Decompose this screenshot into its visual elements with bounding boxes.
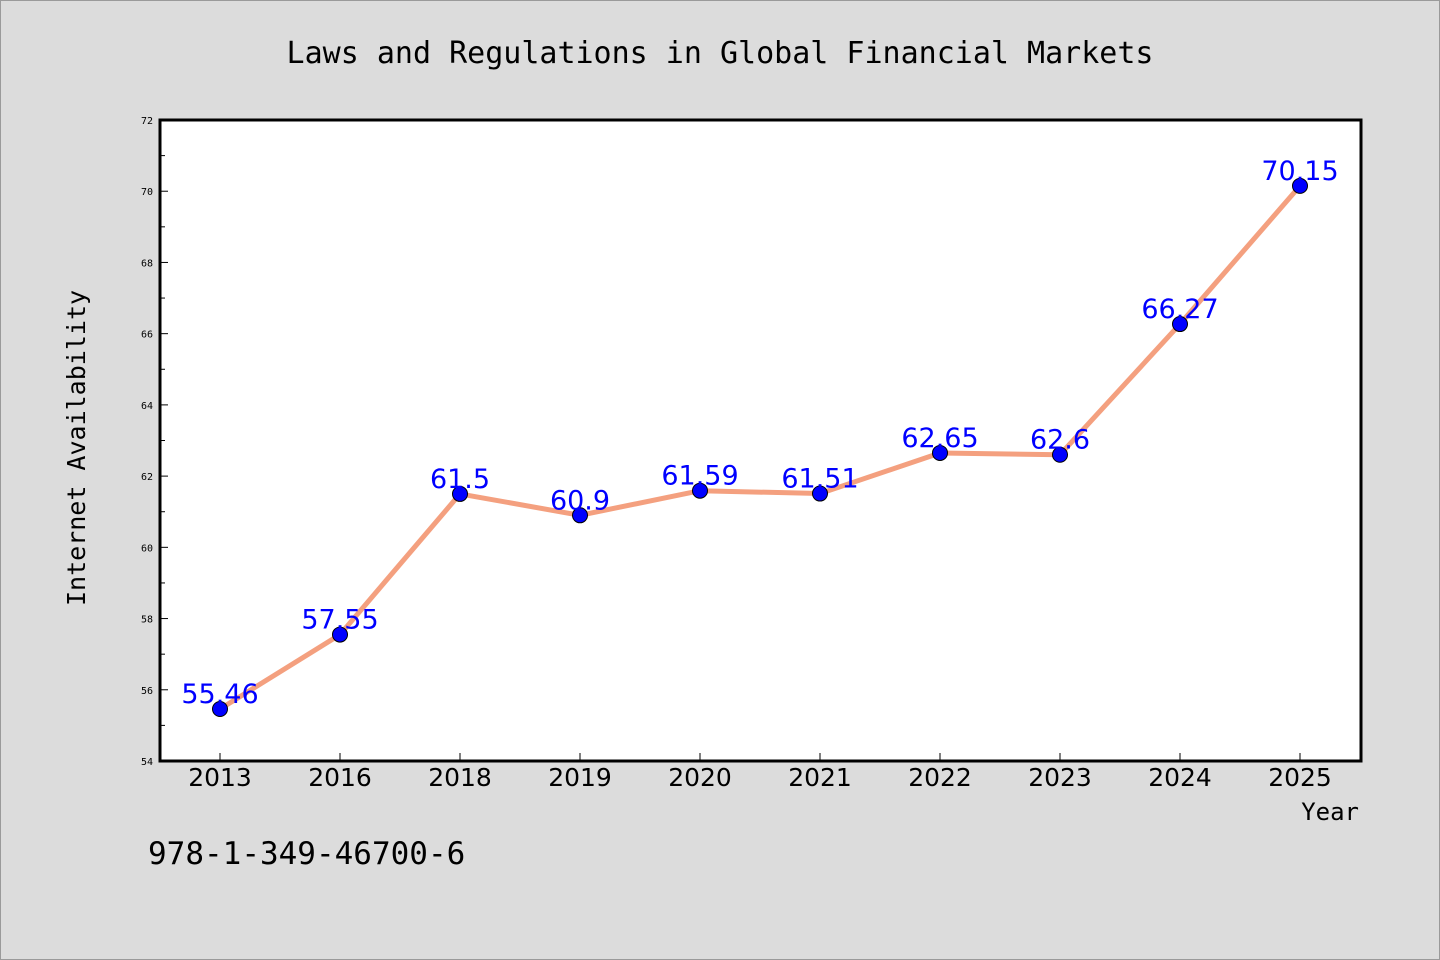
y-axis-ticks: 54 56 58 60 62 64 66 68 70 72 xyxy=(141,116,168,768)
data-point xyxy=(332,626,348,643)
y-tick-label: 62 xyxy=(141,472,153,483)
data-label: 61.51 xyxy=(781,464,858,495)
x-tick-label: 2021 xyxy=(788,763,852,792)
series-line xyxy=(217,183,1303,712)
y-tick-label: 54 xyxy=(141,757,153,768)
x-tick-label: 2016 xyxy=(308,763,372,792)
y-tick-label: 72 xyxy=(141,116,153,127)
y-tick-label: 70 xyxy=(141,187,153,198)
x-tick-label: 2023 xyxy=(1028,763,1092,792)
data-label: 62.6 xyxy=(1030,425,1090,456)
y-tick-label: 66 xyxy=(141,330,153,341)
y-axis-label: Internet Availability xyxy=(62,290,91,606)
x-tick-label: 2022 xyxy=(908,763,972,792)
x-tick-label: 2025 xyxy=(1268,763,1332,792)
x-tick-label: 2020 xyxy=(668,763,732,792)
y-tick-label: 68 xyxy=(141,258,153,269)
data-label: 61.5 xyxy=(430,464,490,495)
data-point xyxy=(212,701,228,718)
data-label: 62.65 xyxy=(901,423,978,454)
chart-title: Laws and Regulations in Global Financial… xyxy=(287,36,1154,71)
x-axis-label: Year xyxy=(1301,798,1359,826)
data-point xyxy=(812,485,828,502)
data-label: 70.15 xyxy=(1261,156,1338,187)
data-point xyxy=(932,444,948,461)
x-tick-label: 2013 xyxy=(188,763,252,792)
plot-area xyxy=(158,118,1363,763)
data-point xyxy=(1052,446,1068,463)
data-label: 55.46 xyxy=(181,679,258,710)
x-axis-ticks: 2013 2016 2018 2019 2020 2021 2022 2023 2024 2025 xyxy=(188,753,1332,792)
data-point xyxy=(1292,177,1308,194)
data-label: 66.27 xyxy=(1141,294,1218,325)
data-point xyxy=(572,507,588,524)
data-point xyxy=(1172,316,1188,333)
data-labels: 55.46 57.55 61.5 60.9 61.59 61.51 62.65 62.6 66.… xyxy=(181,156,1338,710)
y-tick-label: 60 xyxy=(141,543,153,554)
isbn-annotation: 978-1-349-46700-6 xyxy=(148,836,465,872)
data-label: 60.9 xyxy=(550,485,610,516)
x-tick-label: 2024 xyxy=(1148,763,1212,792)
y-tick-label: 58 xyxy=(141,615,153,626)
x-tick-label: 2018 xyxy=(428,763,492,792)
series-markers xyxy=(212,177,1308,718)
data-point xyxy=(452,485,468,502)
y-tick-label: 64 xyxy=(141,401,153,412)
x-tick-label: 2019 xyxy=(548,763,612,792)
data-point xyxy=(692,482,708,499)
data-label: 57.55 xyxy=(301,605,378,636)
y-tick-label: 56 xyxy=(141,686,153,697)
data-label: 61.59 xyxy=(661,461,738,492)
